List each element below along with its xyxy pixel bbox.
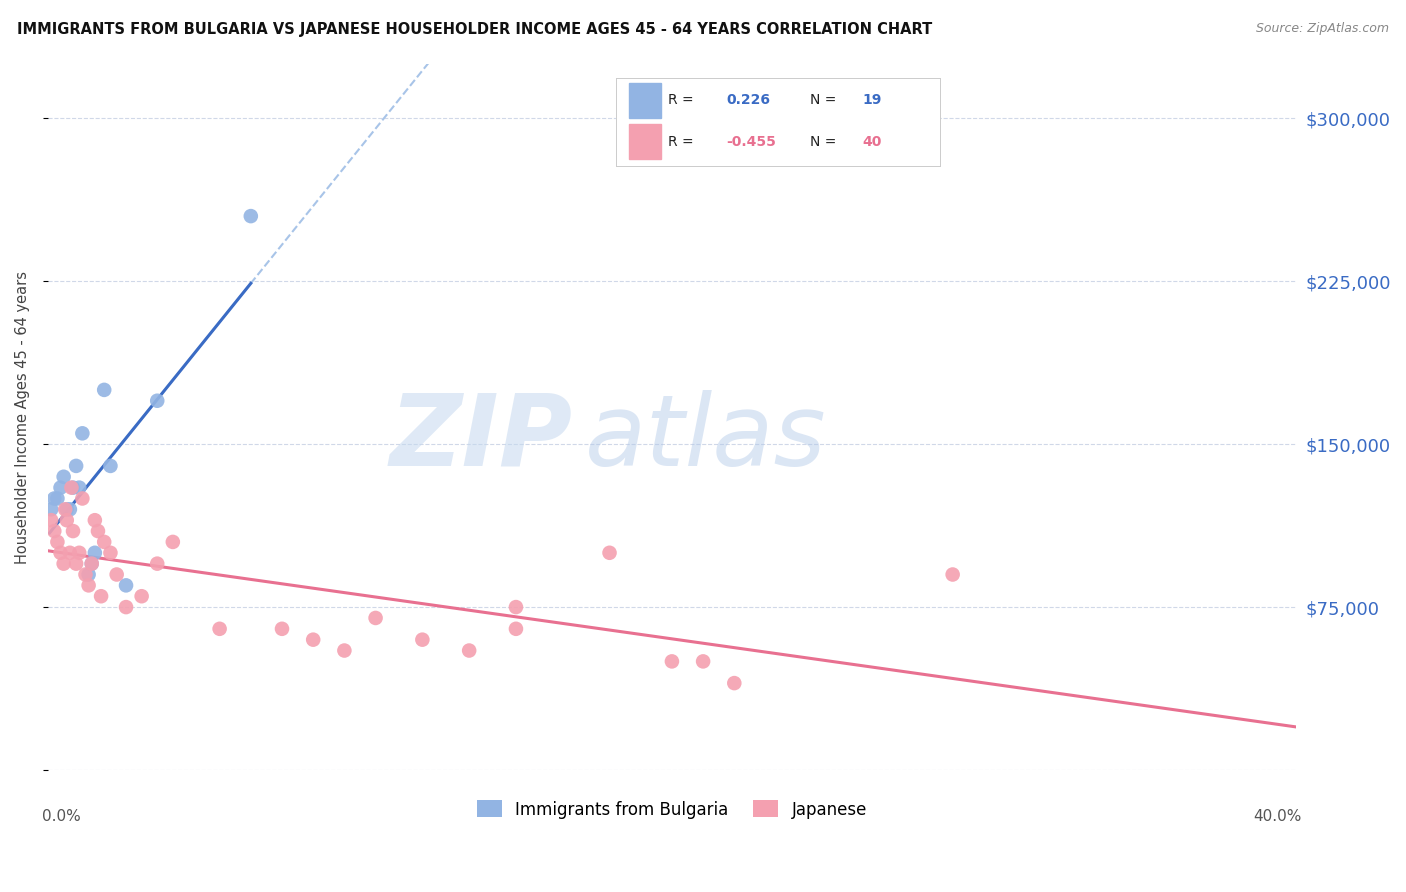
Point bbox=[271, 622, 294, 636]
Point bbox=[62, 524, 84, 538]
Point bbox=[162, 535, 184, 549]
Point bbox=[208, 622, 231, 636]
Point bbox=[333, 643, 356, 657]
Point bbox=[364, 611, 387, 625]
Text: 40.0%: 40.0% bbox=[1254, 809, 1302, 824]
Point bbox=[411, 632, 433, 647]
Text: Source: ZipAtlas.com: Source: ZipAtlas.com bbox=[1256, 22, 1389, 36]
Point bbox=[49, 546, 72, 560]
Point bbox=[72, 426, 94, 441]
Text: ZIP: ZIP bbox=[389, 390, 572, 487]
Point bbox=[115, 578, 138, 592]
Text: IMMIGRANTS FROM BULGARIA VS JAPANESE HOUSEHOLDER INCOME AGES 45 - 64 YEARS CORRE: IMMIGRANTS FROM BULGARIA VS JAPANESE HOU… bbox=[17, 22, 932, 37]
Point bbox=[105, 567, 128, 582]
Point bbox=[100, 546, 122, 560]
Point bbox=[942, 567, 965, 582]
Point bbox=[146, 557, 169, 571]
Point bbox=[55, 502, 77, 516]
Point bbox=[80, 557, 103, 571]
Point bbox=[505, 622, 527, 636]
Point bbox=[44, 491, 66, 506]
Point bbox=[458, 643, 481, 657]
Point bbox=[65, 557, 87, 571]
Point bbox=[239, 209, 262, 223]
Point bbox=[39, 502, 62, 516]
Point bbox=[83, 513, 105, 527]
Point bbox=[60, 481, 83, 495]
Point bbox=[80, 557, 103, 571]
Point bbox=[65, 458, 87, 473]
Text: atlas: atlas bbox=[585, 390, 827, 487]
Point bbox=[723, 676, 745, 690]
Point bbox=[55, 513, 77, 527]
Point bbox=[83, 546, 105, 560]
Point bbox=[49, 481, 72, 495]
Point bbox=[77, 578, 100, 592]
Point bbox=[59, 546, 82, 560]
Point bbox=[46, 535, 69, 549]
Point bbox=[90, 589, 112, 603]
Y-axis label: Householder Income Ages 45 - 64 years: Householder Income Ages 45 - 64 years bbox=[15, 270, 30, 564]
Point bbox=[67, 546, 90, 560]
Point bbox=[302, 632, 325, 647]
Point bbox=[75, 567, 97, 582]
Point bbox=[505, 600, 527, 615]
Point bbox=[661, 654, 683, 668]
Point bbox=[52, 557, 75, 571]
Point bbox=[59, 502, 82, 516]
Point bbox=[93, 383, 115, 397]
Point bbox=[77, 567, 100, 582]
Point bbox=[67, 481, 90, 495]
Point bbox=[93, 535, 115, 549]
Text: 0.0%: 0.0% bbox=[42, 809, 80, 824]
Point bbox=[52, 469, 75, 483]
Point bbox=[692, 654, 714, 668]
Point bbox=[115, 600, 138, 615]
Point bbox=[72, 491, 94, 506]
Point bbox=[44, 524, 66, 538]
Point bbox=[62, 481, 84, 495]
Point bbox=[131, 589, 153, 603]
Point bbox=[599, 546, 621, 560]
Point bbox=[46, 491, 69, 506]
Point bbox=[87, 524, 110, 538]
Legend: Immigrants from Bulgaria, Japanese: Immigrants from Bulgaria, Japanese bbox=[470, 794, 873, 825]
Point bbox=[146, 393, 169, 408]
Point bbox=[39, 513, 62, 527]
Point bbox=[100, 458, 122, 473]
Point bbox=[53, 502, 76, 516]
